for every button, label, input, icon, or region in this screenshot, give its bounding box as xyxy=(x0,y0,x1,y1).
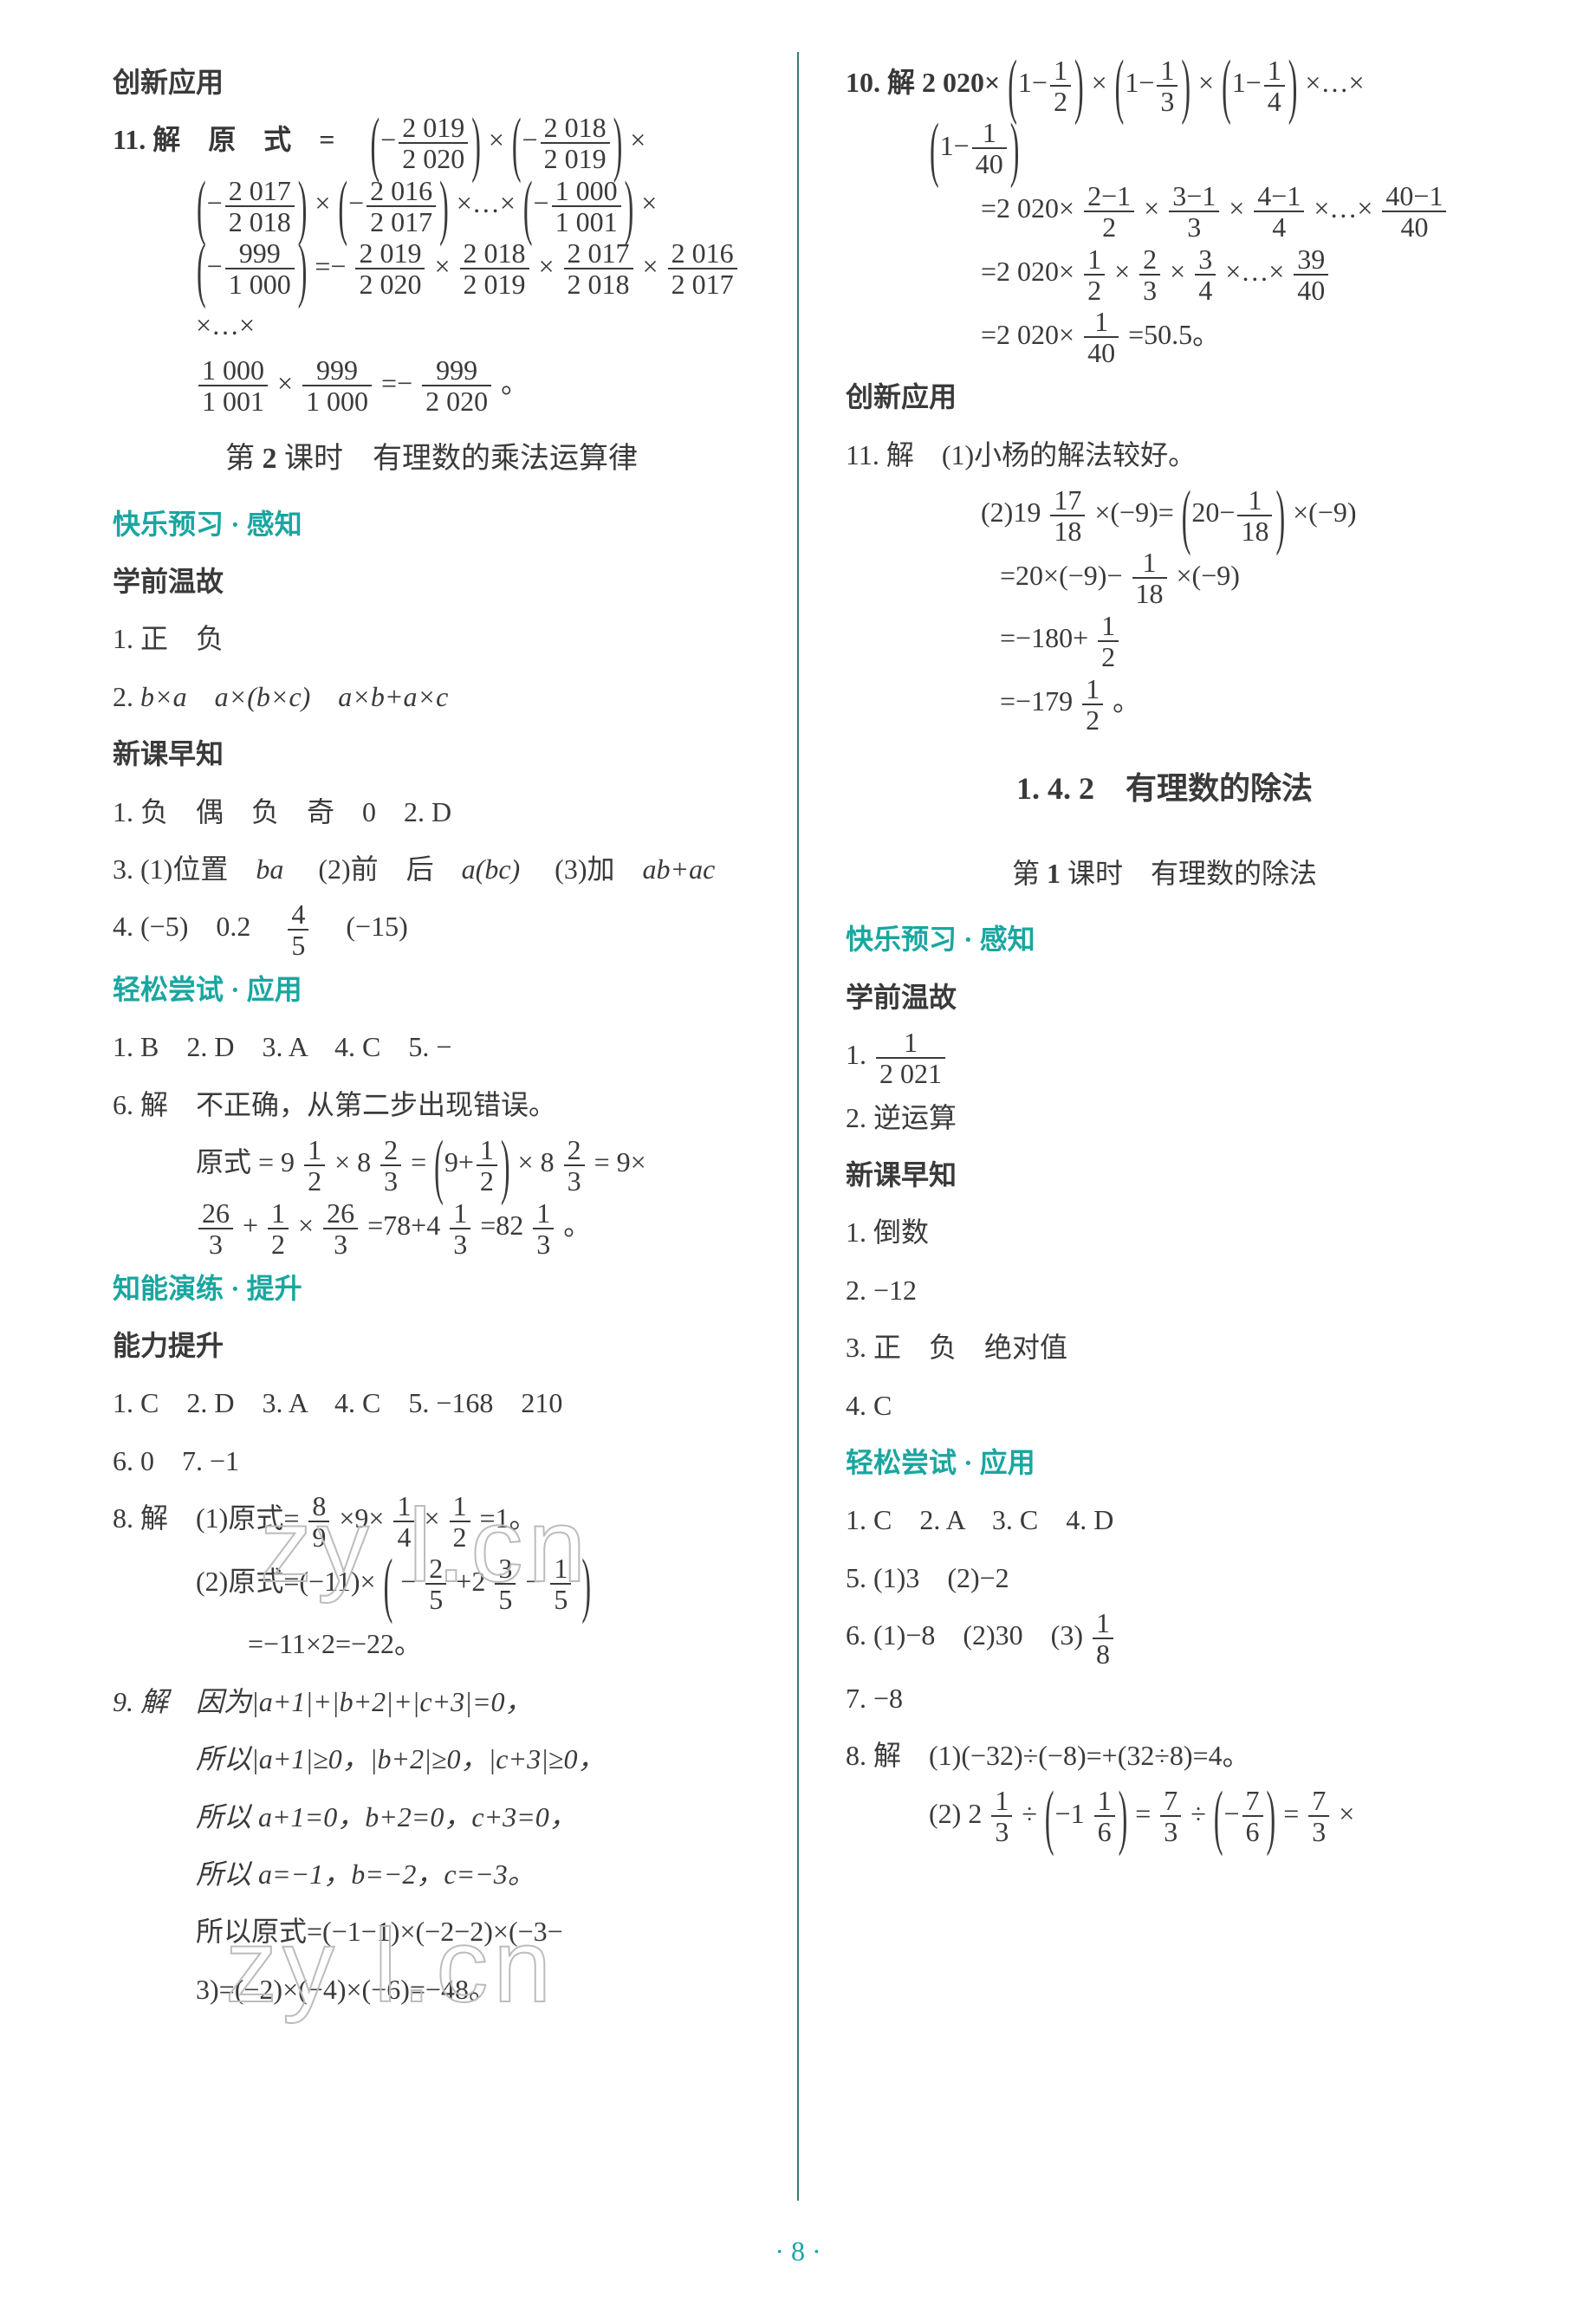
try-1: 1. B 2. D 3. A 4. C 5. − xyxy=(113,1020,750,1073)
heading-try: 轻松尝试 · 应用 xyxy=(113,963,750,1016)
left-column: 创新应用 11. 解 原 式 = (−2 0192 020) × (−2 018… xyxy=(113,52,771,2201)
new-4: 4. (−5) 0.2 45 (−15) xyxy=(113,899,750,959)
try-6b: 原式 = 9 12 × 8 23 = (9+12) × 8 23 = 9× xyxy=(113,1135,750,1195)
ability-8a: 8. 解 (1)原式= 89 ×9× 14 × 12 =1。 xyxy=(113,1491,750,1551)
q10-line4: =2 020× 12 × 23 × 34 ×…× 3940 xyxy=(846,244,1483,304)
page-number: · 8 · xyxy=(0,2235,1596,2267)
q11r-b: (2)19 1718 ×(−9)= (20−118) ×(−9) xyxy=(846,485,1483,545)
new-r-3: 3. 正 负 绝对值 xyxy=(846,1320,1483,1374)
section-2-title: 第 2 课时 有理数的乘法运算律 xyxy=(113,431,750,488)
q10-line3: =2 020× 2−12 × 3−13 × 4−14 ×…× 40−140 xyxy=(846,181,1483,241)
q11r-d: =−180+ 12 xyxy=(846,611,1483,671)
new-r-4: 4. C xyxy=(846,1378,1483,1432)
new-r-2: 2. −12 xyxy=(846,1263,1483,1317)
q11r-e: =−179 12 。 xyxy=(846,674,1483,734)
try-r-8b: (2) 2 13 ÷ (−1 16) = 73 ÷ (−76) = 73 × xyxy=(846,1787,1483,1846)
right-column: 10. 解 2 020× (1−12) × (1−13) × (1−14) ×…… xyxy=(825,52,1483,2201)
q11-line2: (−2 0172 018) × (−2 0162 017) ×…× (−1 00… xyxy=(113,176,750,236)
ability-9b: 所以|a+1|≥0，|b+2|≥0，|c+3|≥0， xyxy=(113,1732,750,1786)
ability-9d: 所以 a=−1，b=−2，c=−3。 xyxy=(113,1847,750,1901)
q11-line4: 1 0001 001 × 9991 000 =− 9992 020 。 xyxy=(113,356,750,416)
q11r-a: 11. 解 (1)小杨的解法较好。 xyxy=(846,428,1483,482)
heading-pre-r: 学前温故 xyxy=(846,970,1483,1024)
heading-happy-preview: 快乐预习 · 感知 xyxy=(113,497,750,551)
try-r-1: 1. C 2. A 3. C 4. D xyxy=(846,1493,1483,1547)
q11-line1: 11. 解 原 式 = (−2 0192 020) × (−2 0182 019… xyxy=(113,113,750,172)
ability-1: 1. C 2. D 3. A 4. C 5. −168 210 xyxy=(113,1376,750,1430)
ability-9f: 3)=(−2)×(−4)×(−6)=−48。 xyxy=(113,1962,750,2016)
pre-2: 2. b×a a×(b×c) a×b+a×c xyxy=(113,670,750,723)
try-r-7: 7. −8 xyxy=(846,1671,1483,1725)
page: zy l.cn zy l.cn 创新应用 11. 解 原 式 = (−2 019… xyxy=(0,0,1596,2309)
q10-line1: 10. 解 2 020× (1−12) × (1−13) × (1−14) ×…… xyxy=(846,55,1483,115)
heading-new: 新课早知 xyxy=(113,727,750,781)
try-r-6: 6. (1)−8 (2)30 (3) 18 xyxy=(846,1608,1483,1668)
heading-happy-r: 快乐预习 · 感知 xyxy=(846,912,1483,966)
heading-skill: 知能演练 · 提升 xyxy=(113,1262,750,1315)
pre-r-1: 1. 12 021 xyxy=(846,1028,1483,1087)
column-container: 创新应用 11. 解 原 式 = (−2 0192 020) × (−2 018… xyxy=(113,52,1483,2201)
heading-ability: 能力提升 xyxy=(113,1319,750,1372)
q11-lead: 11. 解 原 式 = xyxy=(113,124,362,155)
heading-try-r: 轻松尝试 · 应用 xyxy=(846,1436,1483,1489)
ability-8b: (2)原式=(−11)× ( − 25 +2 35 − 15 ) xyxy=(113,1554,750,1614)
ability-9a: 9. 解 因为|a+1|+|b+2|+|c+3|=0， xyxy=(113,1675,750,1729)
ability-9c: 所以 a+1=0，b+2=0，c+3=0， xyxy=(113,1790,750,1844)
column-separator xyxy=(797,52,799,2201)
lesson-1-title: 第 1 课时 有理数的除法 xyxy=(846,846,1483,900)
new-1: 1. 负 偶 负 奇 0 2. D xyxy=(113,785,750,839)
try-r-8a: 8. 解 (1)(−32)÷(−8)=+(32÷8)=4。 xyxy=(846,1729,1483,1782)
try-6c: 263 + 12 × 263 =78+4 13 =82 13 。 xyxy=(113,1198,750,1258)
section-1-4-2-title: 1. 4. 2 有理数的除法 xyxy=(846,758,1483,819)
heading-new-r: 新课早知 xyxy=(846,1148,1483,1202)
heading-innovation: 创新应用 xyxy=(113,55,750,109)
q10-line2: (1−140) xyxy=(846,119,1483,178)
new-3: 3. (1)位置 ba (2)前 后 a(bc) (3)加 ab+ac xyxy=(113,842,750,896)
ability-9e: 所以原式=(−1−1)×(−2−2)×(−3− xyxy=(113,1904,750,1958)
q11-line3: (−9991 000) =− 2 0192 020 × 2 0182 019 ×… xyxy=(113,239,750,353)
ability-8c: =−11×2=−22。 xyxy=(113,1617,750,1670)
try-6a: 6. 解 不正确，从第二步出现错误。 xyxy=(113,1078,750,1132)
heading-pre: 学前温故 xyxy=(113,555,750,608)
pre-r-2: 2. 逆运算 xyxy=(846,1091,1483,1145)
pre-1: 1. 正 负 xyxy=(113,612,750,665)
q10-line5: =2 020× 140 =50.5。 xyxy=(846,308,1483,367)
heading-innovation-r: 创新应用 xyxy=(846,370,1483,424)
ability-6: 6. 0 7. −1 xyxy=(113,1434,750,1488)
try-r-5: 5. (1)3 (2)−2 xyxy=(846,1551,1483,1605)
new-r-1: 1. 倒数 xyxy=(846,1205,1483,1259)
q11r-c: =20×(−9)− 118 ×(−9) xyxy=(846,548,1483,608)
